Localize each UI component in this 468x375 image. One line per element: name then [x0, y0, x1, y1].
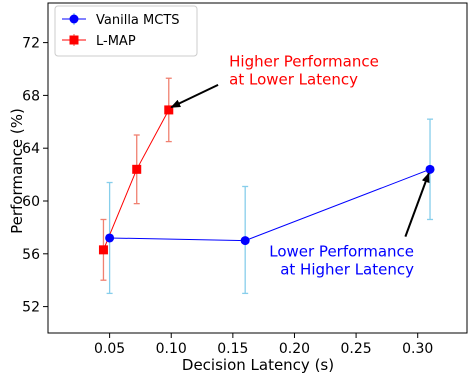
y-axis: 52 56 60 64 68 72	[22, 36, 48, 316]
x-tick-label: 0.30	[402, 341, 433, 357]
lower-performance-annotation-line: Lower Performance	[269, 242, 414, 260]
y-tick-label: 56	[22, 247, 40, 263]
lmap-data-point	[98, 245, 108, 255]
vanilla-mcts-data-point	[105, 233, 115, 243]
marker-layer	[98, 105, 435, 255]
x-tick-label: 0.25	[341, 341, 372, 357]
higher-performance-arrow	[170, 83, 219, 109]
x-tick-label: 0.15	[217, 341, 248, 357]
y-tick-label: 52	[22, 300, 40, 316]
higher-performance-annotation-line: Higher Performance	[229, 52, 379, 70]
x-tick-label: 0.05	[94, 341, 125, 357]
legend-vanilla-mcts-marker	[69, 14, 79, 24]
lmap-data-point	[164, 105, 174, 115]
y-axis-label: Performance (%)	[8, 108, 26, 234]
y-tick-label: 68	[22, 88, 40, 104]
legend: Vanilla MCTS L-MAP	[54, 5, 198, 57]
legend-vanilla-mcts-label: Vanilla MCTS	[96, 13, 180, 28]
y-tick-label: 60	[22, 194, 40, 210]
legend-frame	[54, 5, 198, 57]
y-tick-label: 64	[22, 141, 40, 157]
lower-performance-annotation-line: at Higher Latency	[280, 260, 414, 278]
legend-lmap-label: L-MAP	[96, 34, 136, 49]
lower-performance-arrow	[404, 172, 430, 237]
x-tick-label: 0.10	[156, 341, 187, 357]
x-axis-label: Decision Latency (s)	[182, 356, 334, 374]
x-tick-label: 0.20	[279, 341, 310, 357]
y-tick-label: 72	[22, 36, 40, 52]
legend-lmap-marker	[69, 35, 79, 45]
vanilla-mcts-data-point	[425, 164, 435, 174]
lmap-data-point	[132, 164, 142, 174]
x-axis: 0.05 0.10 0.15 0.20 0.25 0.30	[94, 333, 433, 357]
higher-performance-annotation-line: at Lower Latency	[229, 70, 358, 88]
vanilla-mcts-data-point	[240, 236, 250, 246]
plot-area-frame	[47, 2, 468, 334]
